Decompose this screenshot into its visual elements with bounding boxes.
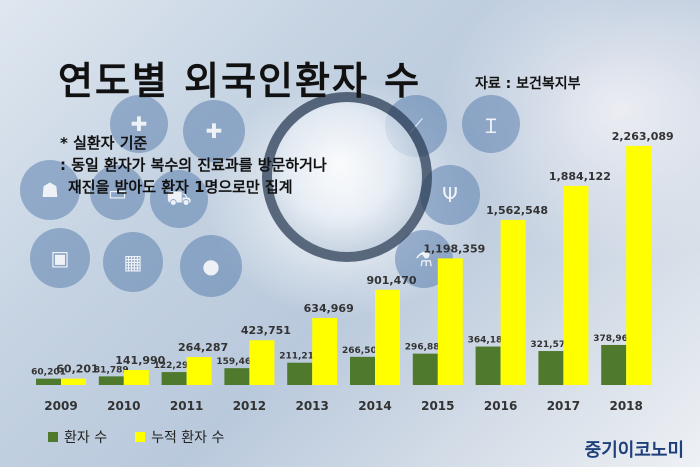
magnifier-lens [262,92,432,262]
x-tick-label: 2016 [484,399,517,413]
source-label: 자료 : 보건복지부 [475,76,581,92]
bed-icon: ▭ [108,180,127,205]
flask-icon: ⚗ [415,247,433,271]
legend: 환자 수 누적 환자 수 [48,427,252,447]
x-tick-label: 2011 [170,399,203,413]
legend-item-patients: 환자 수 [48,427,107,447]
bar-patients [224,368,250,385]
data-label-patients: 378,967 [593,334,634,344]
bar-cumulative [437,258,463,385]
data-label-cumulative: 1,562,548 [486,204,548,217]
bar-cumulative [626,145,652,385]
syringe-icon: ✚ [130,112,148,136]
bar-cumulative [61,378,86,385]
data-label-cumulative: 1,198,359 [423,242,485,255]
bubble-icon: ⛟ [150,170,208,228]
x-tick-label: 2012 [233,399,266,413]
data-label-cumulative: 634,969 [304,302,354,315]
bar-patients [412,353,438,385]
data-label-cumulative: 60,201 [56,363,98,376]
bubble-icon: ▣ [30,228,90,288]
drop-icon: ● [202,254,220,278]
page-title: 연도별 외국인환자 수 [58,59,422,103]
bubble-icon: ▦ [103,232,163,292]
bar-patients [36,378,61,385]
data-label-cumulative: 2,263,089 [612,130,674,143]
bar-cumulative [312,317,338,385]
data-label-cumulative: 1,884,122 [549,170,611,183]
data-label-patients: 60,201 [31,368,66,378]
bubble-icon: ✚ [183,100,245,162]
bubble-icon: ● [180,235,242,297]
data-label-patients: 321,574 [530,340,571,350]
legend-swatch-patients [48,432,58,442]
ambulance-icon: ⛟ [166,185,192,210]
bar-patients [287,362,313,385]
bar-cumulative [186,357,212,385]
x-tick-label: 2014 [358,399,391,413]
legend-label-cumulative: 누적 환자 수 [151,430,225,446]
data-label-patients: 296,889 [405,343,446,353]
bar-patients [350,356,375,385]
x-tick-label: 2017 [547,399,580,413]
bubble-icon: ☗ [20,160,80,220]
bar-cumulative [249,340,275,385]
pill-bottle-icon: ▣ [50,246,70,270]
medical-kit-icon: ✚ [205,119,223,143]
data-label-patients: 211,218 [279,352,320,362]
bar-cumulative [123,369,149,385]
data-label-cumulative: 901,470 [366,274,416,287]
data-label-patients: 122,297 [154,361,195,371]
bar-cumulative [563,185,589,385]
bubble-icon: ✚ [110,95,168,153]
bar-cumulative [500,219,526,385]
data-label-cumulative: 264,287 [178,341,228,354]
bar-patients [98,376,124,385]
legend-swatch-cumulative [135,432,146,442]
data-label-cumulative: 423,751 [241,324,291,337]
brand-logo: 중기이코노미 [584,440,684,461]
x-tick-label: 2013 [295,399,328,413]
thermometer-icon: Ｉ [481,113,501,138]
tooth-icon: ☗ [41,178,59,202]
x-tick-label: 2010 [107,399,140,413]
data-label-patients: 266,501 [342,346,383,356]
data-label-patients: 81,789 [94,365,129,375]
note-line: 재진을 받아도 환자 1명으로만 집계 [68,178,293,196]
bubble-icon: Ｉ [462,95,520,153]
hospital-icon: ▦ [123,250,143,274]
bar-cumulative [375,289,400,385]
legend-item-cumulative: 누적 환자 수 [135,427,224,447]
note-line: : 동일 환자가 복수의 진료과를 방문하거나 [60,156,327,174]
uterus-icon: Ψ [442,183,458,207]
legend-label-patients: 환자 수 [64,430,108,446]
x-tick-label: 2015 [421,399,454,413]
bar-patients [161,372,187,385]
bubble-icon: ▭ [90,165,145,220]
bar-patients [475,346,501,385]
note-title: * 실환자 기준 [60,134,148,152]
x-tick-label: 2009 [44,399,77,413]
data-label-patients: 364,189 [468,336,509,346]
bar-patients [538,351,564,385]
bar-patients [601,344,627,385]
data-label-patients: 159,464 [216,357,257,367]
data-label-cumulative: 141,990 [115,354,165,367]
x-tick-label: 2018 [609,399,642,413]
